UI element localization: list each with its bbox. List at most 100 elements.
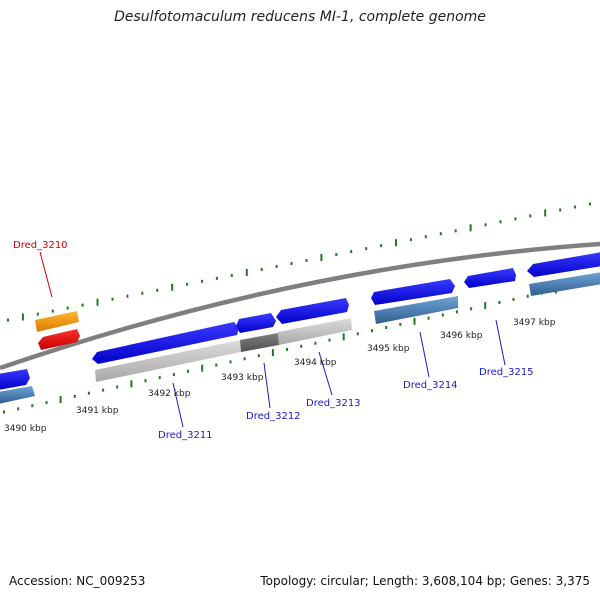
cds-arrow-left (0, 369, 30, 390)
lower-row-minor-tick (286, 347, 289, 351)
tick-row-upper (7, 202, 591, 322)
lower-row-major-tick (201, 364, 204, 372)
upper-row-minor-tick (380, 244, 383, 248)
reverse-feature-3213 (278, 318, 352, 345)
cds-arrow-3212 (236, 313, 276, 333)
leader-line-3215 (495, 319, 506, 366)
upper-row-minor-tick (499, 220, 502, 224)
upper-row-major-tick (544, 209, 547, 217)
lower-row-minor-tick (441, 313, 444, 317)
gene-label-3211[interactable]: Dred_3211 (158, 430, 213, 441)
lower-row-major-tick (59, 396, 62, 403)
lower-row-minor-tick (470, 307, 473, 311)
cds-arrow-3211 (92, 322, 239, 364)
cds-arrow-3214 (371, 279, 455, 305)
highlighted-gene-arrow (38, 329, 80, 350)
lower-row-major-tick (130, 380, 133, 388)
gene-label-3213[interactable]: Dred_3213 (306, 398, 361, 409)
scale-label-3493: 3493 kbp (221, 373, 264, 383)
leader-line-3214 (419, 331, 430, 378)
upper-row-minor-tick (66, 306, 69, 310)
upper-row-minor-tick (574, 205, 577, 209)
lower-row-minor-tick (512, 297, 515, 301)
upper-row-major-tick (96, 298, 99, 306)
lower-row-major-tick (484, 302, 487, 310)
lower-row-minor-tick (257, 354, 260, 358)
lower-row-minor-tick (144, 379, 147, 383)
lower-row-minor-tick (45, 401, 48, 405)
reverse-feature-left (0, 386, 35, 404)
scale-label-3490: 3490 kbp (4, 424, 47, 434)
lower-row-minor-tick (455, 310, 458, 314)
upper-row-major-tick (469, 224, 472, 232)
lower-row-major-tick (413, 317, 416, 325)
upper-row-minor-tick (186, 282, 189, 286)
upper-row-minor-tick (439, 232, 442, 236)
scale-label-3494: 3494 kbp (294, 358, 337, 368)
upper-row-minor-tick (275, 265, 278, 268)
upper-row-minor-tick (201, 279, 203, 283)
lower-row-major-tick (342, 333, 345, 341)
upper-row-minor-tick (589, 202, 591, 206)
gene-label-3214[interactable]: Dred_3214 (403, 380, 458, 391)
upper-row-minor-tick (305, 259, 308, 262)
upper-row-major-tick (395, 239, 397, 247)
leader-line-3213 (318, 351, 333, 396)
upper-row-minor-tick (514, 217, 517, 221)
gene-label-3210[interactable]: Dred_3210 (13, 240, 68, 251)
upper-row-minor-tick (559, 208, 562, 212)
reverse-feature-3211 (95, 340, 241, 382)
upper-row-minor-tick (260, 267, 263, 271)
lower-row-minor-tick (371, 329, 373, 333)
leader-line-3211 (172, 382, 184, 428)
leader-line-3210 (39, 251, 53, 298)
scale-label-3496: 3496 kbp (440, 331, 483, 341)
accession-text: Accession: NC_009253 (9, 574, 146, 588)
upper-row-minor-tick (81, 303, 84, 307)
scale-label-3492: 3492 kbp (148, 389, 191, 399)
lower-row-minor-tick (328, 338, 331, 342)
tick-row-lower (3, 286, 557, 414)
upper-row-minor-tick (230, 273, 233, 277)
gene-label-3212[interactable]: Dred_3212 (246, 411, 301, 422)
upper-row-major-tick (320, 254, 323, 261)
upper-row-minor-tick (365, 247, 368, 251)
lower-row-major-tick (271, 349, 274, 357)
upper-row-minor-tick (141, 291, 144, 295)
upper-row-major-tick (245, 268, 248, 276)
reverse-feature-3212 (240, 333, 279, 352)
upper-row-minor-tick (36, 312, 39, 316)
lower-row-minor-tick (187, 369, 189, 373)
upper-row-minor-tick (484, 223, 487, 227)
upper-row-minor-tick (350, 250, 353, 254)
cds-arrow-3216 (527, 252, 600, 277)
upper-row-major-tick (171, 283, 174, 291)
lower-row-minor-tick (229, 360, 232, 364)
upper-row-minor-tick (335, 253, 338, 257)
reverse-feature-3214 (374, 296, 458, 324)
reverse-feature-3216 (529, 272, 600, 296)
lower-row-minor-tick (116, 385, 119, 389)
lower-row-minor-tick (3, 410, 5, 414)
rna-feature (35, 311, 79, 332)
upper-row-minor-tick (529, 214, 532, 218)
lower-row-minor-tick (17, 407, 20, 411)
lower-row-minor-tick (215, 363, 218, 367)
lower-row-minor-tick (102, 388, 105, 392)
lower-row-minor-tick (356, 332, 359, 336)
lower-row-minor-tick (399, 322, 402, 326)
lower-row-minor-tick (172, 373, 175, 376)
genome-backbone (0, 241, 600, 371)
upper-row-minor-tick (7, 318, 9, 322)
lower-row-minor-tick (31, 404, 34, 408)
upper-row-major-tick (21, 313, 24, 321)
gene-label-3215[interactable]: Dred_3215 (479, 367, 534, 378)
lower-row-minor-tick (498, 301, 501, 304)
scale-label-3497: 3497 kbp (513, 318, 556, 328)
lower-row-minor-tick (243, 357, 246, 361)
upper-row-minor-tick (290, 262, 293, 265)
leader-line-3212 (263, 362, 271, 409)
map-title: Desulfotomaculum reducens MI-1, complete… (114, 9, 486, 25)
upper-row-minor-tick (156, 288, 159, 292)
